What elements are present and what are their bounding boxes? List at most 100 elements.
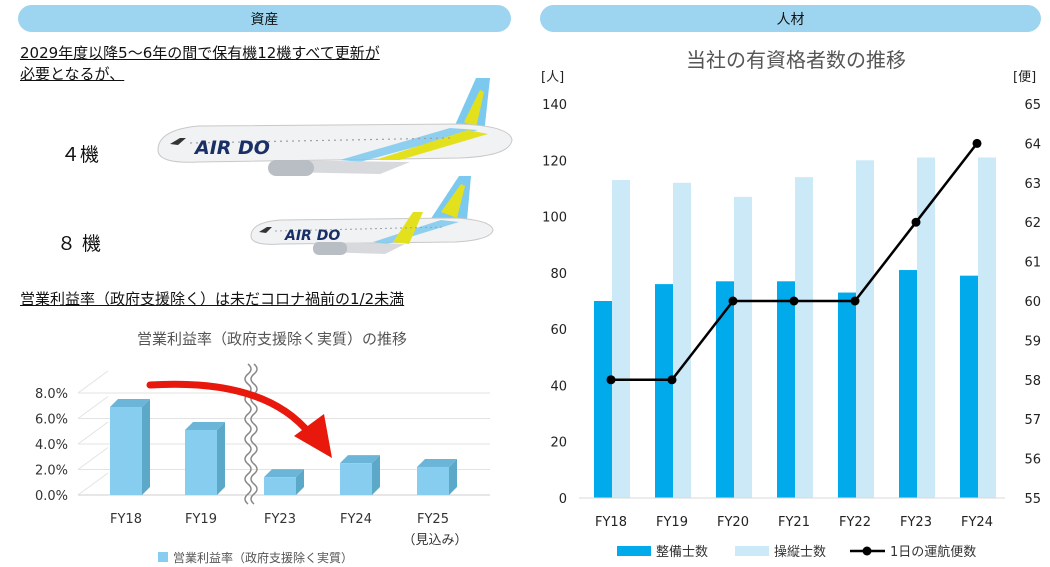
left-axis-tick-label: 100 — [542, 211, 567, 226]
left-axis-tick-label: 40 — [550, 379, 567, 394]
bar-top — [264, 469, 304, 478]
bar-pilots — [673, 182, 691, 499]
x-tick-label: FY24 — [340, 512, 372, 527]
gridline-depth — [77, 396, 109, 419]
x-tick-label: FY23 — [264, 512, 296, 527]
y-tick-label: 8.0% — [35, 387, 68, 402]
section-pill-assets: 資産 — [18, 5, 511, 32]
left-axis-tick-label: 0 — [559, 492, 567, 507]
bar-side — [296, 469, 304, 495]
bar-mechanics — [960, 275, 978, 498]
flights-point — [850, 296, 860, 306]
bar-mechanics — [655, 284, 673, 498]
x-tick-label: FY21 — [778, 515, 810, 530]
legend-label-operating-margin: 営業利益率（政府支援除く実質） — [173, 550, 353, 565]
right-axis-unit-label: [便] — [1013, 70, 1036, 85]
flights-point — [972, 138, 982, 148]
right-axis-tick-label: 62 — [1024, 216, 1041, 231]
qualified-staff-legend: 整備士数 操縦士数 1日の運航便数 — [617, 544, 976, 560]
right-axis-tick-label: 56 — [1024, 453, 1041, 468]
bar-side — [372, 455, 380, 495]
right-axis-tick-label: 57 — [1024, 413, 1041, 428]
qualified-staff-chart-title: 当社の有資格者数の推移 — [686, 48, 906, 72]
bar — [340, 463, 372, 495]
margin-note: 営業利益率（政府支援除く）は未だコロナ禍前の1/2未満 — [20, 290, 405, 308]
legend-swatch-pilots — [735, 546, 769, 556]
bar-pilots — [795, 177, 813, 498]
bar-side — [217, 421, 225, 495]
gridline-depth — [77, 472, 109, 496]
gridline-depth — [77, 421, 109, 445]
bar — [417, 466, 449, 495]
x-tick-label: FY23 — [900, 515, 932, 530]
operating-margin-chart: 営業利益率（政府支援除く実質）の推移 0.0%2.0%4.0%6.0%8.0% … — [35, 330, 490, 565]
section-pill-people: 人材 — [540, 5, 1041, 32]
x-tick-label: FY19 — [656, 515, 688, 530]
gridline-depth — [77, 447, 109, 470]
left-axis-unit-label: [人] — [541, 70, 564, 85]
legend-label-flights: 1日の運航便数 — [890, 544, 976, 560]
small-aircraft-count: ８ 機 — [57, 233, 102, 255]
right-axis-tick-label: 58 — [1024, 374, 1041, 389]
fleet-renewal-note: 2029年度以降5～6年の間で保有機12機すべて更新が 必要となるが、 — [20, 43, 380, 85]
bar-mechanics — [899, 270, 917, 498]
x-tick-label: FY18 — [110, 512, 142, 527]
bar — [185, 429, 217, 495]
bar-top — [185, 421, 225, 430]
bar-side — [449, 458, 457, 495]
left-axis-tick-label: 60 — [550, 323, 567, 338]
flights-point — [911, 217, 921, 227]
right-axis-tick-label: 55 — [1024, 492, 1041, 507]
legend-label-pilots: 操縦士数 — [774, 544, 826, 560]
large-aircraft-image: AIR DO — [157, 78, 513, 176]
left-axis-tick-label: 120 — [542, 154, 567, 169]
large-aircraft-count: ４機 — [61, 144, 100, 166]
right-axis-tick-label: 59 — [1024, 334, 1041, 349]
right-axis-tick-label: 61 — [1024, 256, 1041, 271]
flights-point — [606, 375, 616, 385]
x-tick-label: FY20 — [717, 515, 749, 530]
flights-point — [789, 296, 799, 306]
axis-break-mark — [244, 363, 258, 505]
bar-side — [142, 399, 150, 495]
fleet-renewal-note-line1: 2029年度以降5～6年の間で保有機12機すべて更新が — [20, 44, 380, 62]
bar-mechanics — [777, 281, 795, 498]
y-tick-label: 4.0% — [35, 438, 68, 453]
legend-swatch-operating-margin — [158, 552, 168, 562]
bar-top — [417, 458, 457, 467]
legend-swatch-flights-marker — [862, 546, 872, 556]
y-tick-label: 0.0% — [35, 489, 68, 504]
flights-point — [728, 296, 738, 306]
bar-pilots — [612, 179, 630, 498]
right-axis-tick-label: 64 — [1024, 137, 1041, 152]
bar-pilots — [917, 157, 935, 498]
operating-margin-legend: 営業利益率（政府支援除く実質） — [158, 550, 353, 565]
bar-top — [340, 455, 380, 464]
section-pill-assets-label: 資産 — [250, 11, 279, 28]
x-tick-label: FY25 — [417, 512, 449, 527]
large-aircraft-livery-text: AIR DO — [193, 137, 270, 159]
decline-arrow — [146, 380, 332, 458]
bar-mechanics — [716, 281, 734, 498]
right-axis-tick-label: 60 — [1024, 295, 1041, 310]
bar-pilots — [978, 157, 996, 498]
left-axis-tick-label: 140 — [542, 98, 567, 113]
flights-point — [667, 375, 677, 385]
qualified-staff-chart: 当社の有資格者数の推移 [人] [便] 0 20 40 60 80 100 120 140 5… — [541, 48, 1041, 560]
x-tick-label: FY22 — [839, 515, 871, 530]
small-aircraft-image: AIR DO — [250, 176, 494, 255]
x-tick-label: FY19 — [185, 512, 217, 527]
bar-mechanics — [838, 292, 856, 498]
right-axis-tick-label: 63 — [1024, 177, 1041, 192]
fleet-renewal-note-line2: 必要となるが、 — [20, 65, 125, 83]
bar-mechanics — [594, 301, 612, 498]
bar — [264, 477, 296, 495]
bar-pilots — [734, 196, 752, 498]
x-tick-label: FY24 — [961, 515, 993, 530]
bar-pilots — [856, 160, 874, 498]
left-axis-tick-label: 80 — [550, 267, 567, 282]
y-tick-label: 6.0% — [35, 413, 68, 428]
legend-swatch-mechanics — [617, 546, 651, 556]
y-tick-label: 2.0% — [35, 464, 68, 479]
left-axis-tick-label: 20 — [550, 436, 567, 451]
